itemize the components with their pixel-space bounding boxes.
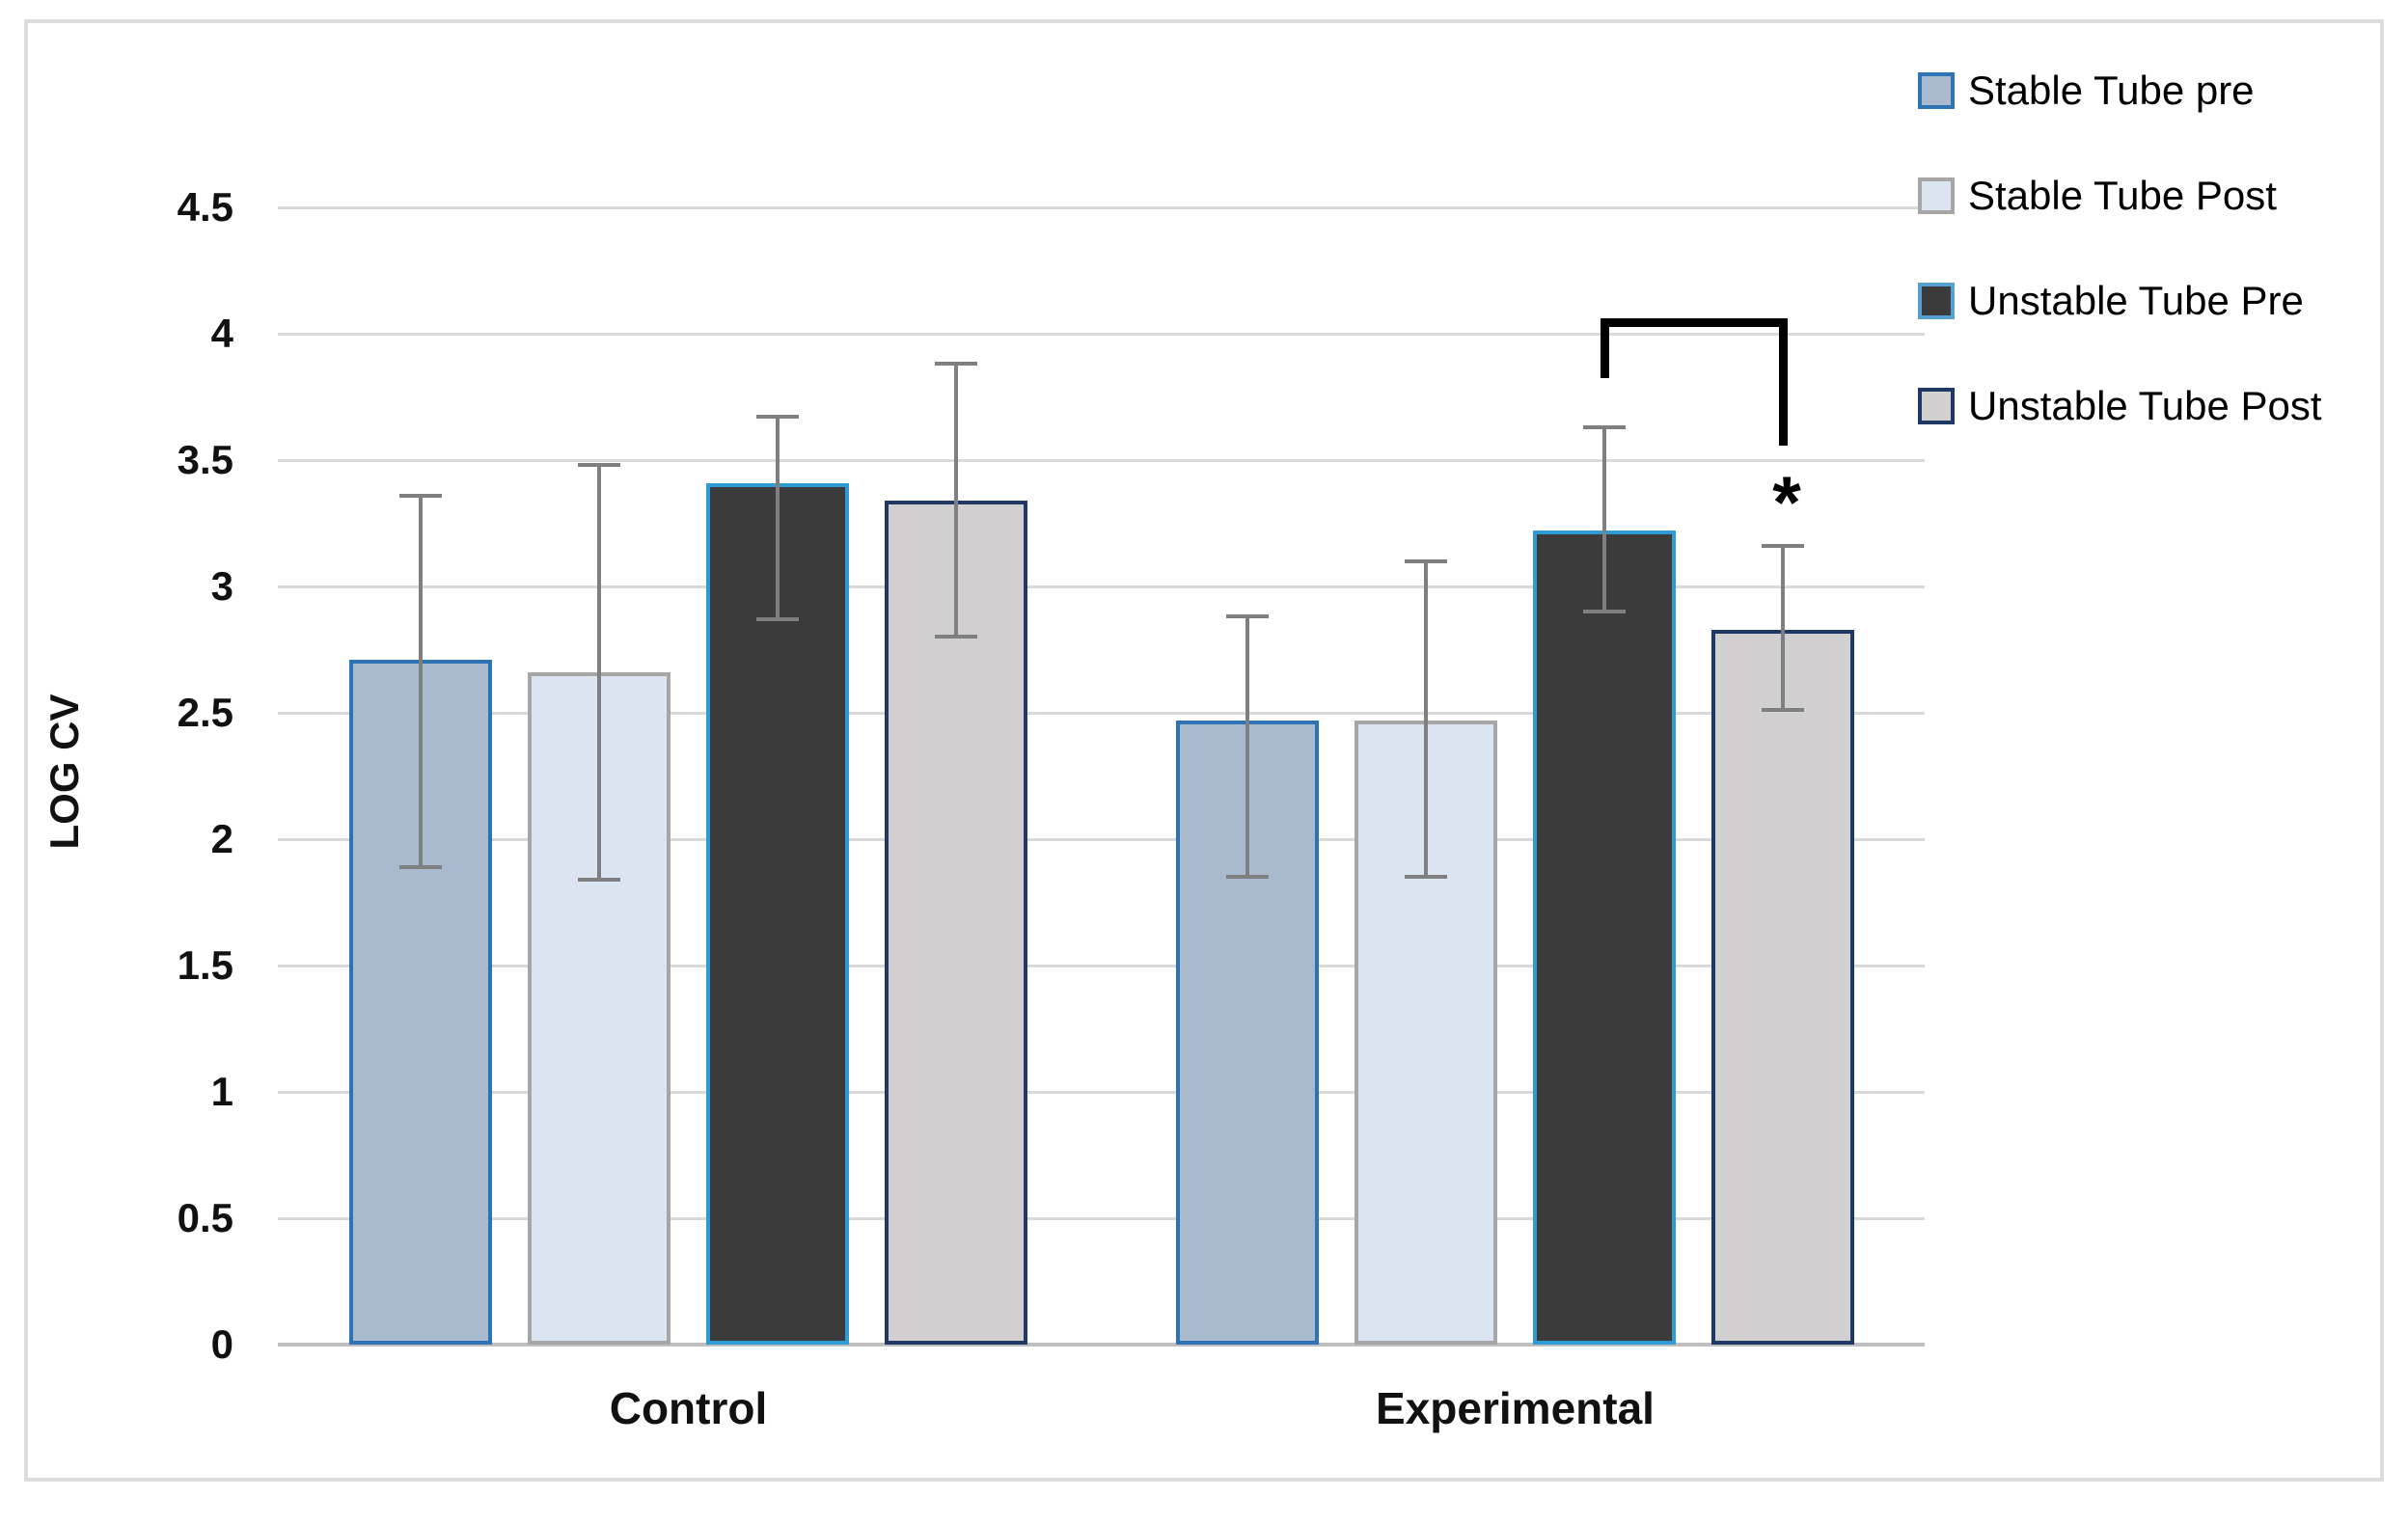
legend-item-stable-tube-post: Stable Tube Post	[1918, 174, 2277, 218]
legend-item-stable-tube-pre: Stable Tube pre	[1918, 68, 2255, 113]
error-cap-bottom-experimental-unstable-tube-post	[1762, 708, 1804, 713]
error-cap-bottom-experimental-stable-tube-pre	[1226, 875, 1269, 880]
y-tick-label-1.5: 1.5	[177, 942, 233, 988]
gridline-4.5	[278, 206, 1925, 209]
gridline-4	[278, 333, 1925, 336]
y-tick-label-2.5: 2.5	[177, 690, 233, 735]
error-whisker-control-unstable-tube-pre	[776, 417, 780, 620]
error-cap-bottom-experimental-unstable-tube-pre	[1583, 610, 1626, 614]
error-cap-top-experimental-unstable-tube-pre	[1583, 424, 1626, 429]
error-cap-top-experimental-stable-tube-post	[1405, 558, 1447, 563]
error-cap-bottom-control-stable-tube-post	[578, 877, 620, 882]
error-cap-bottom-control-unstable-tube-post	[935, 635, 977, 640]
legend-swatch-unstable-tube-post	[1918, 388, 1955, 424]
error-whisker-control-stable-tube-post	[597, 465, 601, 880]
bar-control-unstable-tube-post	[885, 500, 1027, 1345]
legend-item-unstable-tube-pre: Unstable Tube Pre	[1918, 279, 2304, 323]
error-whisker-experimental-stable-tube-pre	[1245, 616, 1249, 878]
legend-swatch-stable-tube-pre	[1918, 72, 1955, 109]
y-tick-label-0: 0	[210, 1321, 233, 1367]
significance-asterisk: *	[1772, 462, 1801, 544]
gridline-2.5	[278, 712, 1925, 715]
legend-label-stable-tube-pre: Stable Tube pre	[1968, 68, 2255, 113]
error-cap-top-control-stable-tube-post	[578, 463, 620, 468]
error-whisker-control-unstable-tube-post	[954, 364, 958, 638]
error-cap-bottom-control-stable-tube-pre	[399, 864, 442, 869]
bar-experimental-unstable-tube-pre	[1533, 531, 1676, 1345]
error-cap-top-control-stable-tube-pre	[399, 493, 442, 498]
legend-swatch-stable-tube-post	[1918, 177, 1955, 214]
legend-item-unstable-tube-post: Unstable Tube Post	[1918, 384, 2322, 428]
gridline-3.5	[278, 459, 1925, 462]
gridline-0.5	[278, 1217, 1925, 1220]
y-tick-label-3: 3	[210, 563, 233, 609]
y-tick-label-2: 2	[210, 816, 233, 861]
y-tick-label-0.5: 0.5	[177, 1195, 233, 1240]
error-cap-top-experimental-unstable-tube-post	[1762, 544, 1804, 549]
gridline-1	[278, 1091, 1925, 1094]
error-whisker-experimental-stable-tube-post	[1424, 560, 1428, 878]
legend-label-unstable-tube-pre: Unstable Tube Pre	[1968, 278, 2304, 323]
bracket-left-vertical	[1600, 318, 1609, 378]
y-tick-label-4.5: 4.5	[177, 184, 233, 230]
y-axis-title: LOG CV	[41, 694, 87, 850]
error-cap-top-control-unstable-tube-post	[935, 362, 977, 367]
x-axis-line	[278, 1343, 1925, 1347]
gridline-1.5	[278, 965, 1925, 967]
gridline-3	[278, 585, 1925, 588]
y-tick-label-4: 4	[210, 311, 233, 356]
y-tick-label-3.5: 3.5	[177, 437, 233, 482]
legend-swatch-unstable-tube-pre	[1918, 283, 1955, 319]
legend-label-stable-tube-post: Stable Tube Post	[1968, 173, 2277, 218]
error-cap-bottom-control-unstable-tube-pre	[756, 617, 799, 622]
error-whisker-control-stable-tube-pre	[419, 495, 423, 867]
bracket-right-vertical	[1778, 318, 1788, 446]
bar-experimental-unstable-tube-post	[1711, 629, 1854, 1345]
error-cap-top-control-unstable-tube-pre	[756, 415, 799, 420]
legend-label-unstable-tube-post: Unstable Tube Post	[1968, 383, 2322, 428]
error-cap-top-experimental-stable-tube-pre	[1226, 614, 1269, 619]
gridline-2	[278, 838, 1925, 841]
error-whisker-experimental-unstable-tube-post	[1781, 546, 1785, 711]
x-axis-label-control: Control	[609, 1383, 768, 1433]
bracket-horizontal	[1600, 318, 1788, 327]
x-axis-label-experimental: Experimental	[1376, 1383, 1655, 1433]
error-cap-bottom-experimental-stable-tube-post	[1405, 875, 1447, 880]
y-tick-label-1: 1	[210, 1069, 233, 1114]
error-whisker-experimental-unstable-tube-pre	[1602, 426, 1606, 612]
